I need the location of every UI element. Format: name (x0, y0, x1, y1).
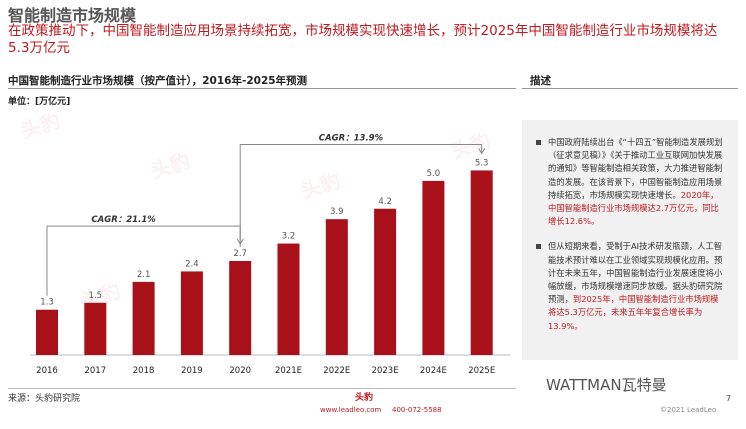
bar (374, 208, 397, 355)
footer-phone: 400-072-5588 (392, 406, 442, 414)
data-label: 5.3 (475, 158, 489, 168)
description-panel: 中国政府陆续出台《“十四五”智能制造发展规划（征求意见稿）》《关于推动工业互联网… (522, 120, 738, 360)
bullet-text: 中国政府陆续出台《“十四五”智能制造发展规划（征求意见稿）》《关于推动工业互联网… (548, 137, 723, 200)
data-label: 2.7 (233, 249, 247, 259)
description-bullet: 但从短期来看，受制于AI技术研发瓶颈，人工智能技术预计难以在工业领域实现规模化应… (536, 240, 726, 332)
x-tick-label: 2018 (133, 366, 155, 376)
data-label: 3.9 (330, 207, 344, 217)
x-tick-label: 2020 (229, 366, 251, 376)
cagr-label: CAGR：21.1% (91, 215, 156, 225)
data-label: 2.1 (137, 270, 151, 280)
bar-chart: 1.3 2016 1.5 2017 2.1 2018 2.4 2019 2.7 2020 3.2 20… (30, 133, 510, 376)
x-tick-label: 2023E (372, 366, 399, 376)
description-heading: 描述 (530, 75, 551, 87)
data-label: 2.4 (185, 259, 199, 269)
bar (132, 281, 155, 355)
x-tick-label: 2022E (323, 366, 350, 376)
bar (470, 170, 493, 355)
page-subtitle: 在政策推动下，中国智能制造应用场景持续拓宽，市场规模实现快速增长，预计2025年… (8, 23, 718, 56)
bar (229, 260, 252, 355)
page-number: 7 (726, 394, 732, 403)
cagr-bracket (239, 143, 483, 247)
data-label: 4.2 (378, 197, 392, 207)
x-tick-label: 2019 (181, 366, 203, 376)
source-note: 来源：头豹研究院 (8, 394, 81, 404)
divider (522, 88, 738, 89)
divider (8, 388, 516, 389)
cagr-arrow (478, 148, 486, 155)
bullet-highlight: 到2025年，中国智能制造行业市场规模将达5.3万亿元，未来五年年复合增长率为1… (548, 294, 719, 331)
data-label: 1.5 (89, 291, 103, 301)
x-tick-label: 2017 (84, 366, 106, 376)
wechat-watermark: WATTMAN瓦特曼 (546, 376, 667, 394)
data-label: 3.2 (282, 232, 296, 242)
bar (84, 302, 107, 355)
data-label: 1.3 (40, 298, 54, 308)
page-title: 智能制造市场规模 (8, 6, 137, 25)
bar (36, 309, 58, 355)
leadleo-logo: 头豹 (355, 393, 374, 403)
x-tick-label: 2016 (36, 366, 58, 376)
x-tick-label: 2021E (275, 366, 302, 376)
chart-heading: 中国智能制造行业市场规模（按产值计），2016年-2025年预测 (8, 75, 308, 87)
data-label: 5.0 (427, 169, 441, 179)
unit-label: 单位：[万亿元] (8, 97, 71, 107)
bar (325, 219, 348, 355)
bar (180, 271, 203, 355)
description-bullet: 中国政府陆续出台《“十四五”智能制造发展规划（征求意见稿）》《关于推动工业互联网… (536, 136, 726, 228)
bullet-text: 但从短期来看，受制于AI技术研发瓶颈，人工智能技术预计难以在工业领域实现规模化应… (548, 241, 723, 305)
x-tick-label: 2025E (468, 366, 495, 376)
footer-site[interactable]: www.leadleo.com (320, 406, 382, 414)
bar (422, 180, 445, 355)
bar (277, 243, 300, 355)
bullet-highlight: 2020年，中国智能制造行业市场规模达2.7万亿元，同比增长12.6%。 (548, 189, 719, 227)
divider (8, 88, 516, 89)
copyright: ©2021 LeadLeo (660, 406, 717, 414)
x-tick-label: 2024E (420, 366, 447, 376)
cagr-label: CAGR：13.9% (319, 133, 384, 143)
